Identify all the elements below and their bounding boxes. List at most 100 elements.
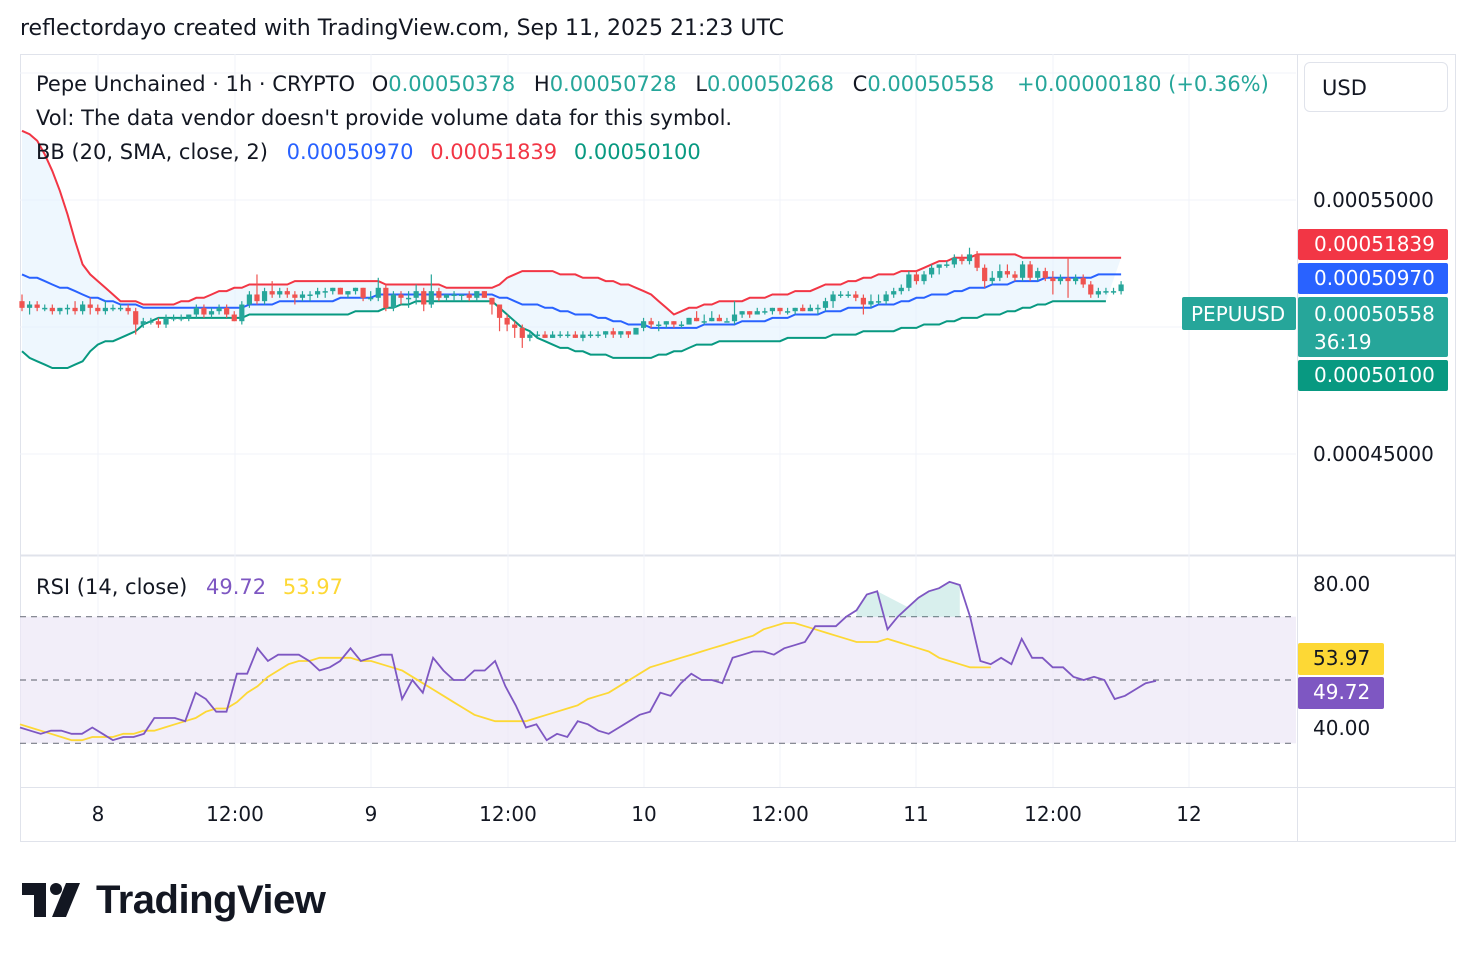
candle-body — [671, 321, 677, 325]
candle-body — [989, 277, 995, 282]
candle-body — [360, 287, 366, 298]
time-tick-8: 8 — [91, 802, 105, 826]
candle-body — [405, 297, 412, 300]
brand-name: TradingView — [96, 878, 326, 922]
candle-body — [921, 274, 927, 282]
candle-body — [997, 271, 1003, 278]
candle-body — [34, 304, 40, 308]
bb-basis-tag: 0.00050970 — [1298, 263, 1448, 294]
bb-upper-tag: 0.00051839 — [1298, 229, 1448, 260]
candle-body — [383, 287, 389, 308]
candle-body — [178, 317, 184, 320]
candle-body — [610, 331, 616, 335]
candle-body — [1095, 291, 1101, 295]
bb-label: BB (20, SMA, close, 2) — [36, 140, 268, 164]
candle-body — [193, 307, 199, 315]
high-label: H — [533, 72, 550, 96]
candle-body — [26, 304, 33, 308]
candle-body — [466, 294, 472, 298]
candle-body — [208, 311, 215, 315]
candle-body — [421, 291, 427, 305]
candle-body — [1073, 277, 1079, 282]
tradingview-logo[interactable]: TradingView — [22, 878, 326, 923]
candle-body — [1065, 277, 1071, 282]
bb-upper-value: 0.00051839 — [430, 140, 558, 164]
symbol-tag: PEPUUSD — [1182, 297, 1296, 330]
candle-body — [224, 307, 230, 315]
candle-body — [694, 317, 700, 322]
candle-body — [868, 301, 874, 305]
candle-body — [390, 294, 397, 308]
candle-body — [572, 334, 578, 338]
candle-body — [148, 321, 154, 323]
candle-body — [19, 301, 25, 308]
candle-body — [102, 307, 108, 312]
candle-body — [648, 321, 654, 325]
candle-body — [42, 307, 48, 310]
candle-body — [929, 267, 935, 275]
candle-body — [307, 294, 313, 296]
chart-frame[interactable] — [20, 54, 1456, 842]
open-value: 0.00050378 — [388, 72, 516, 96]
candle-body — [633, 327, 639, 335]
rsi-overbought-fill — [856, 581, 960, 617]
symbol-label[interactable]: Pepe Unchained · 1h · CRYPTO — [36, 72, 356, 96]
candle-body — [80, 304, 86, 312]
bb-legend[interactable]: BB (20, SMA, close, 2) 0.00050970 0.0005… — [36, 140, 707, 164]
price-tick-top: 0.00055000 — [1313, 188, 1434, 212]
candle-body — [625, 331, 631, 335]
candle-body — [489, 297, 495, 305]
open-label: O — [371, 72, 389, 96]
candle-body — [284, 291, 290, 295]
time-tick-9-noon: 12:00 — [479, 802, 537, 826]
candle-body — [951, 257, 957, 265]
currency-selector[interactable]: USD — [1304, 62, 1448, 112]
candle-body — [345, 291, 351, 295]
candle-body — [315, 291, 321, 295]
candle-body — [201, 307, 207, 315]
candle-body — [701, 321, 707, 323]
time-tick-8-noon: 12:00 — [206, 802, 264, 826]
high-value: 0.00050728 — [549, 72, 677, 96]
candle-body — [368, 297, 374, 300]
candle-body — [72, 307, 78, 312]
candle-body — [709, 317, 715, 322]
time-tick-12: 12 — [1176, 802, 1202, 826]
candle-body — [784, 311, 791, 313]
candle-body — [269, 291, 275, 295]
candle-body — [678, 324, 685, 327]
candle-body — [125, 307, 131, 312]
candle-body — [822, 301, 829, 308]
candle-body — [739, 311, 745, 315]
candle-body — [860, 297, 866, 305]
candle-body — [777, 307, 783, 312]
rsi-tick-top: 80.00 — [1313, 572, 1371, 596]
candle-body — [133, 311, 139, 325]
candle-body — [330, 287, 336, 292]
candle-body — [580, 334, 586, 338]
candle-body — [277, 291, 283, 295]
tradingview-mark-icon — [22, 882, 80, 917]
candle-body — [246, 294, 252, 305]
candle-body — [1103, 291, 1109, 293]
bb-basis-line — [21, 273, 1122, 329]
candle-body — [140, 321, 146, 325]
rsi-legend[interactable]: RSI (14, close) 49.72 53.97 — [36, 575, 349, 599]
candle-body — [292, 294, 298, 298]
bb-fill-area — [22, 130, 1122, 368]
candle-body — [603, 331, 609, 335]
candle-body — [110, 307, 116, 310]
candle-body — [663, 321, 669, 325]
last-price-value: 0.00050558 — [1314, 302, 1435, 326]
candle-body — [891, 291, 897, 295]
candle-body — [474, 291, 480, 298]
candle-body — [64, 307, 71, 310]
candle-body — [640, 321, 647, 328]
snapshot-caption: reflectordayo created with TradingView.c… — [20, 16, 785, 41]
candle-body — [792, 307, 798, 312]
candle-body — [512, 324, 518, 328]
candle-body — [656, 324, 662, 327]
candle-body — [830, 294, 836, 302]
candle-body — [428, 291, 434, 305]
